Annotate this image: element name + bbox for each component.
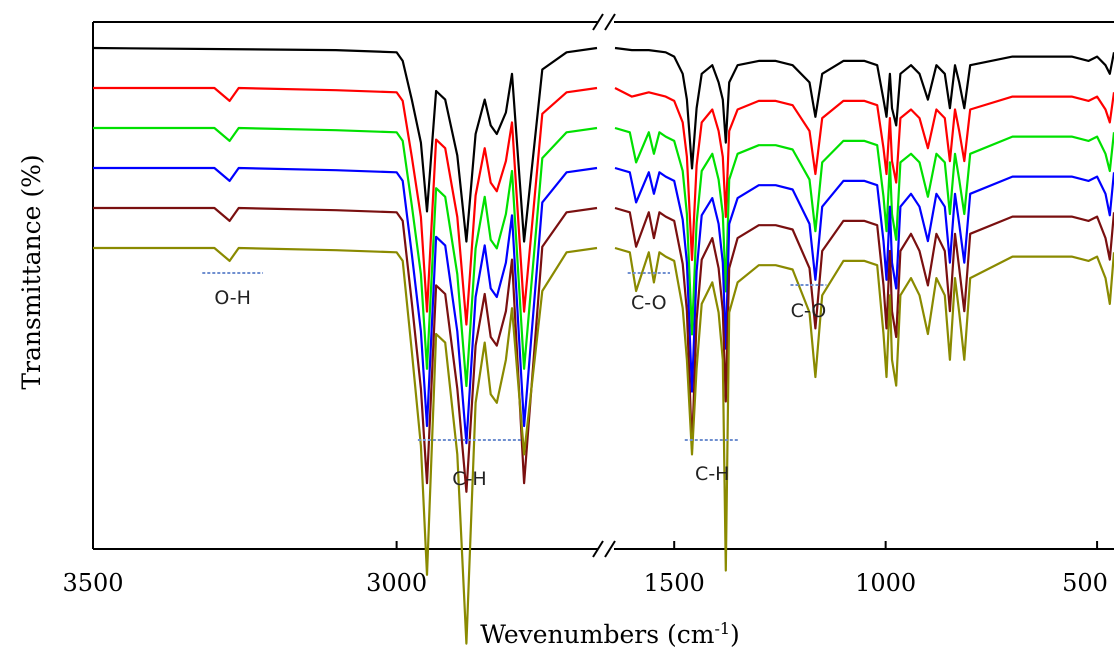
x-axis-title: Wevenumbers (cm-1) [480,619,740,649]
series-line-4 [93,166,598,445]
axis-break-mark [592,13,604,31]
axis-break-mark [604,540,616,558]
annotation-label: C-H [695,463,729,485]
axes [92,13,1114,558]
x-axis-title-sup: -1 [714,619,730,638]
annotation-label: C-O [631,292,667,314]
series-line-2 [93,86,598,326]
series-line-1 [614,46,1114,170]
series-line-6 [93,246,598,645]
annotation-label: C-H [452,468,486,490]
series-line-2 [614,87,1114,262]
series-layer [92,46,1114,645]
x-tick-label: 3500 [62,569,123,597]
series-line-4 [614,166,1114,393]
annotations: O-H C-H C-O C-H C-O [202,272,827,490]
series-line-1 [92,46,598,243]
series-line-6 [614,246,1114,572]
x-tick-labels: 3500 3000 1500 1000 500 [62,569,1107,597]
x-tick-label: 1500 [644,569,705,597]
x-axis-title-close: ) [730,620,740,649]
x-axis-title-main: Wevenumbers (cm [480,620,715,649]
series-line-5 [93,206,598,493]
y-axis-title: Transmittance (%) [17,154,46,389]
x-tick-label: 3000 [366,569,427,597]
series-line-3 [93,126,598,388]
annotation-label: C-O [791,300,827,322]
series-line-5 [614,206,1114,450]
x-tick-label: 1000 [855,569,916,597]
series-line-3 [614,126,1114,336]
axis-break-mark [604,13,616,31]
x-tick-label: 500 [1062,569,1108,597]
annotation-label: O-H [214,287,251,309]
axis-break-mark [592,540,604,558]
